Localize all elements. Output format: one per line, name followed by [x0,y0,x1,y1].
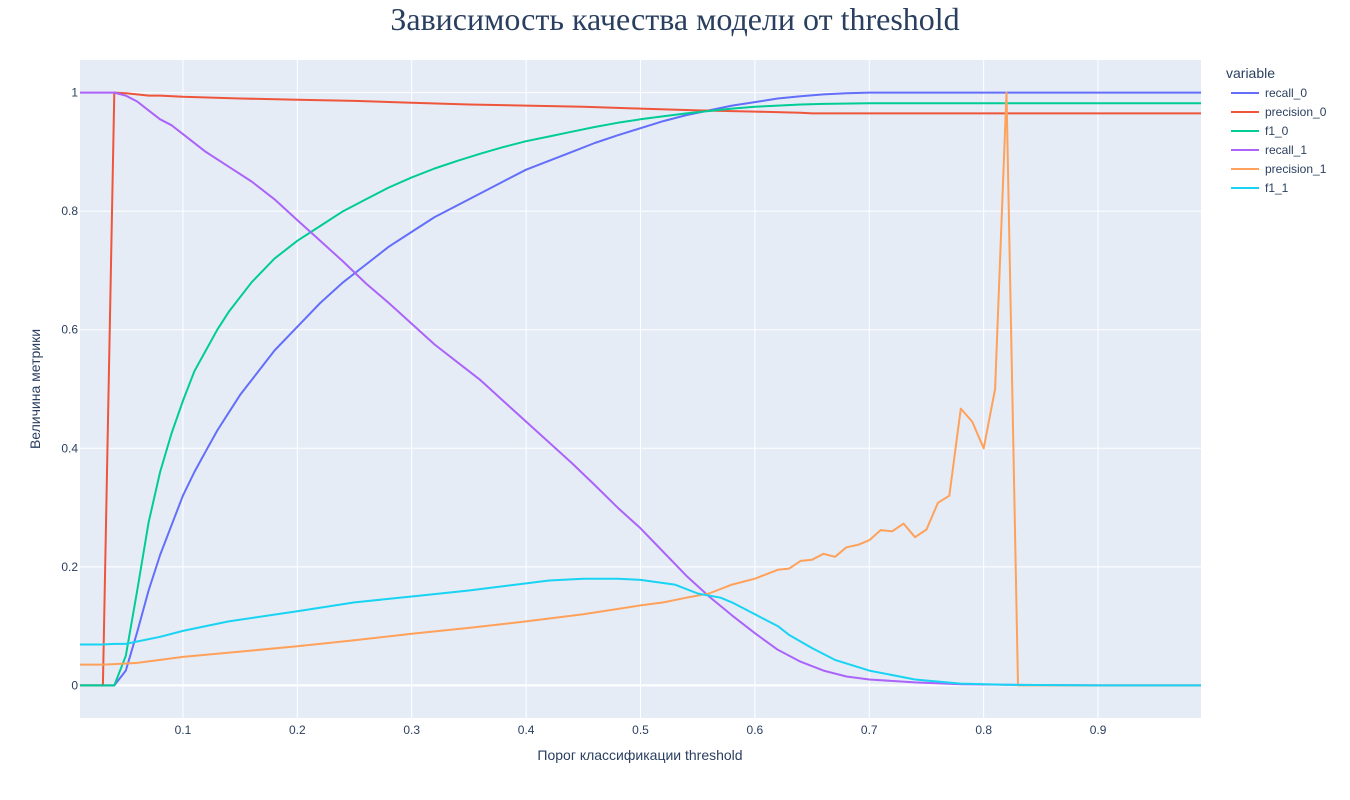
series-line-f1_1 [80,577,1201,687]
y-tick-label: 0.2 [61,560,78,574]
legend-item-recall_0[interactable]: recall_0 [1231,86,1307,100]
x-tick-label: 0.3 [403,723,420,737]
y-tick-label: 0.4 [61,441,78,455]
legend-label: f1_1 [1265,181,1289,195]
y-axis-title: Величина метрики [27,329,43,449]
legend-label: recall_0 [1265,86,1307,100]
x-tick-label: 0.2 [289,723,306,737]
legend-label: recall_1 [1265,143,1307,157]
legend-item-precision_0[interactable]: precision_0 [1231,105,1327,119]
x-tick-label: 0.7 [861,723,878,737]
x-axis-ticks: 0.1 0.2 0.3 0.4 0.5 0.6 0.7 0.8 0.9 [175,723,1107,737]
y-tick-label: 1 [71,86,78,100]
x-tick-label: 0.9 [1090,723,1107,737]
y-axis-ticks: 0 0.2 0.4 0.6 0.8 1 [61,86,78,693]
series-line-recall_0 [80,91,1201,687]
x-tick-label: 0.8 [975,723,992,737]
x-tick-label: 0.5 [632,723,649,737]
legend-label: f1_0 [1265,124,1289,138]
y-tick-label: 0 [71,678,78,692]
legend-item-f1_1[interactable]: f1_1 [1231,181,1289,195]
y-tick-label: 0.8 [61,204,78,218]
series-line-precision_1 [80,91,1201,687]
legend-item-precision_1[interactable]: precision_1 [1231,162,1327,176]
x-tick-label: 0.6 [747,723,764,737]
series-line-f1_0 [80,102,1201,687]
legend-title: variable [1226,65,1275,81]
series-lines [80,91,1201,687]
y-tick-label: 0.6 [61,323,78,337]
x-tick-label: 0.4 [518,723,535,737]
chart-title: Зависимость качества модели от threshold [390,1,959,37]
legend-item-f1_0[interactable]: f1_0 [1231,124,1289,138]
legend: variable recall_0 precision_0 f1_0 recall_1… [1226,65,1327,195]
x-tick-label: 0.1 [175,723,192,737]
legend-label: precision_0 [1265,105,1327,119]
legend-label: precision_1 [1265,162,1327,176]
series-line-recall_1 [80,91,1201,687]
legend-item-recall_1[interactable]: recall_1 [1231,143,1307,157]
series-line-precision_0 [80,91,1201,687]
x-axis-title: Порог классификации threshold [537,747,742,763]
